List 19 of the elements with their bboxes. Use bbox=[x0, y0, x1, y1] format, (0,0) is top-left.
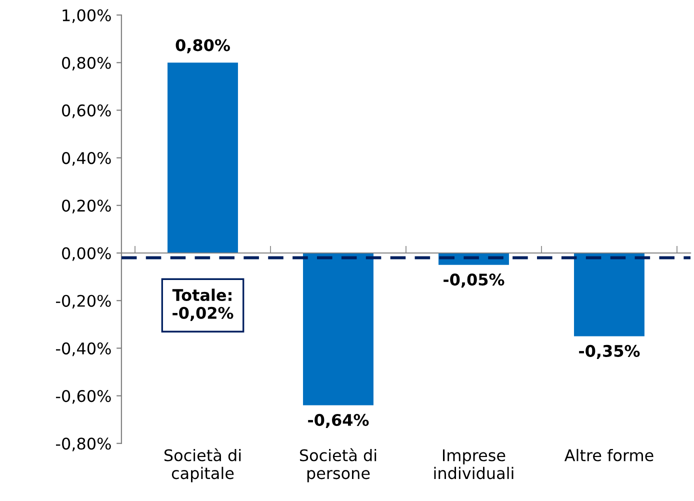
x-tick-label: Società di capitale bbox=[164, 448, 241, 482]
y-tick-label: 0,00% bbox=[62, 247, 111, 261]
data-label: -0,05% bbox=[444, 274, 504, 288]
data-label: -0,35% bbox=[579, 344, 640, 360]
x-tick-label: Imprese individuali bbox=[434, 449, 514, 480]
y-tick-label: -0,20% bbox=[56, 294, 111, 309]
x-tick-label: Società di persone bbox=[300, 448, 376, 482]
x-tick-label: Altre forme bbox=[564, 448, 654, 462]
y-tick-label: 0,20% bbox=[62, 200, 111, 214]
y-tick-label: -0,40% bbox=[56, 342, 111, 356]
ref-line-label: Totale: -0,02% bbox=[172, 288, 234, 321]
y-tick-label: 0,80% bbox=[62, 56, 111, 71]
y-tick-label: -0,80% bbox=[56, 438, 111, 452]
data-label: 0,80% bbox=[176, 39, 230, 54]
data-label: -0,64% bbox=[308, 414, 369, 428]
y-tick-label: -0,60% bbox=[56, 390, 111, 404]
y-tick-label: 1,00% bbox=[62, 9, 111, 23]
y-tick-label: 0,60% bbox=[62, 104, 111, 118]
y-tick-label: 0,40% bbox=[62, 152, 111, 166]
